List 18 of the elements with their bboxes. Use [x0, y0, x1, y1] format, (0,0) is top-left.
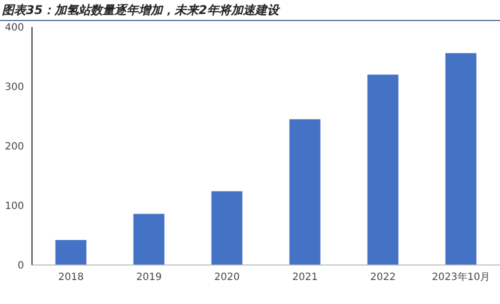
y-tick-label: 300 [4, 82, 24, 94]
y-tick-label: 400 [4, 22, 24, 34]
chart-title: 图表35：加氢站数量逐年增加，未来2年将加速建设 [1, 2, 282, 19]
x-tick-label: 2021 [292, 272, 318, 284]
bar [55, 240, 86, 265]
bar [211, 191, 242, 265]
x-tick-label: 2022 [370, 272, 396, 284]
y-tick-label: 200 [4, 142, 24, 153]
bar [289, 119, 320, 265]
x-tick-label: 2018 [58, 272, 84, 284]
y-tick-label: 100 [4, 201, 24, 212]
bar [367, 74, 398, 265]
bar [133, 214, 164, 265]
bar [445, 53, 476, 265]
x-tick-label: 2019 [136, 272, 162, 284]
y-tick-label: 0 [18, 260, 24, 272]
x-tick-label: 2020 [214, 272, 240, 284]
x-tick-label: 2023年10月 [432, 271, 490, 284]
